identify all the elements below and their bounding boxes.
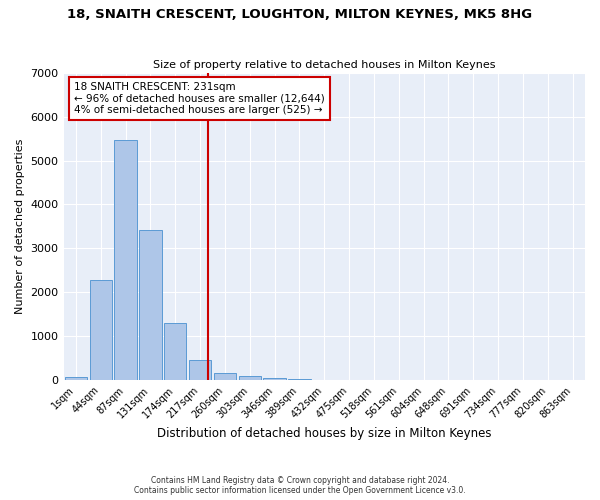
Y-axis label: Number of detached properties: Number of detached properties bbox=[15, 138, 25, 314]
Bar bbox=[164, 322, 187, 380]
X-axis label: Distribution of detached houses by size in Milton Keynes: Distribution of detached houses by size … bbox=[157, 427, 491, 440]
Bar bbox=[89, 280, 112, 380]
Bar bbox=[263, 378, 286, 380]
Bar bbox=[65, 376, 87, 380]
Text: Contains HM Land Registry data © Crown copyright and database right 2024.
Contai: Contains HM Land Registry data © Crown c… bbox=[134, 476, 466, 495]
Bar bbox=[115, 140, 137, 380]
Text: 18, SNAITH CRESCENT, LOUGHTON, MILTON KEYNES, MK5 8HG: 18, SNAITH CRESCENT, LOUGHTON, MILTON KE… bbox=[67, 8, 533, 20]
Bar bbox=[139, 230, 161, 380]
Bar bbox=[214, 373, 236, 380]
Text: 18 SNAITH CRESCENT: 231sqm
← 96% of detached houses are smaller (12,644)
4% of s: 18 SNAITH CRESCENT: 231sqm ← 96% of deta… bbox=[74, 82, 325, 115]
Bar bbox=[189, 360, 211, 380]
Bar bbox=[239, 376, 261, 380]
Title: Size of property relative to detached houses in Milton Keynes: Size of property relative to detached ho… bbox=[153, 60, 496, 70]
